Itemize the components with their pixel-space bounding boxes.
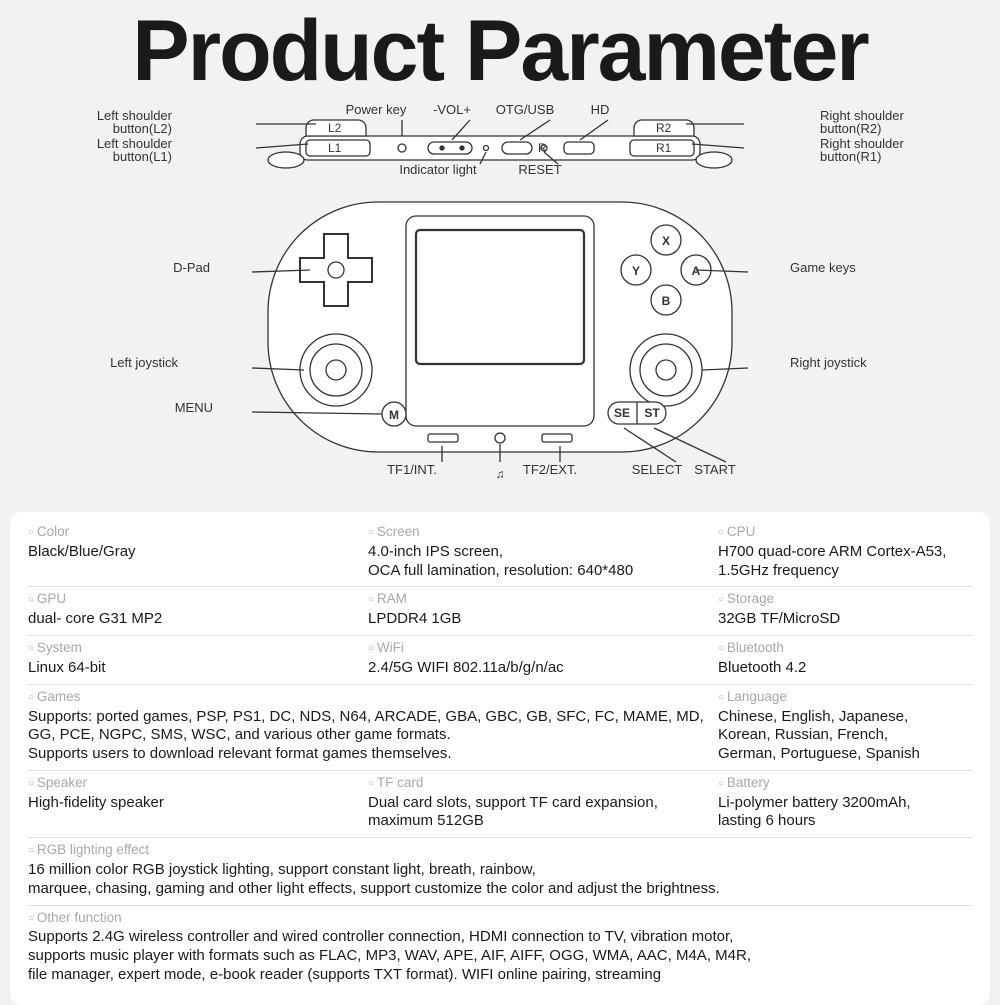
spec-cell: TF card Dual card slots, support TF card …	[368, 775, 718, 831]
spec-value: dual- core G31 MP2	[28, 610, 356, 629]
svg-text:D-Pad: D-Pad	[173, 260, 210, 275]
svg-text:button(L1): button(L1)	[113, 149, 172, 164]
svg-text:button(L2): button(L2)	[113, 121, 172, 136]
spec-value: Supports: ported games, PSP, PS1, DC, ND…	[28, 708, 706, 764]
svg-text:L1: L1	[328, 141, 342, 155]
svg-text:-VOL+: -VOL+	[433, 102, 471, 117]
svg-text:button(R2): button(R2)	[820, 121, 881, 136]
spec-value: 32GB TF/MicroSD	[718, 610, 960, 629]
svg-text:TF1/INT.: TF1/INT.	[387, 462, 437, 477]
spec-label: CPU	[718, 524, 960, 541]
product-diagram: L2 L1 R2 R1 R	[20, 102, 980, 512]
svg-text:M: M	[389, 408, 399, 422]
spec-cell: CPU H700 quad-core ARM Cortex-A53,1.5GHz …	[718, 524, 972, 580]
svg-text:MENU: MENU	[175, 400, 213, 415]
svg-text:Left joystick: Left joystick	[110, 355, 178, 370]
spec-cell: Language Chinese, English, Japanese,Korea…	[718, 689, 972, 764]
svg-text:ST: ST	[644, 406, 660, 420]
spec-cell: Other functionSupports 2.4G wireless con…	[28, 910, 972, 985]
spec-label: Language	[718, 689, 960, 706]
svg-text:Game keys: Game keys	[790, 260, 856, 275]
spec-label: Other function	[28, 910, 960, 927]
svg-text:L2: L2	[328, 121, 342, 135]
svg-text:button(R1): button(R1)	[820, 149, 881, 164]
spec-cell: Bluetooth Bluetooth 4.2	[718, 640, 972, 678]
svg-text:Y: Y	[632, 264, 640, 278]
spec-table: Color Black/Blue/Gray Screen 4.0-inch IPS s…	[10, 512, 990, 1005]
svg-text:Indicator light: Indicator light	[399, 162, 477, 177]
svg-text:RESET: RESET	[518, 162, 561, 177]
svg-text:Right joystick: Right joystick	[790, 355, 867, 370]
spec-cell: Games Supports: ported games, PSP, PS1, D…	[28, 689, 718, 764]
spec-label: WiFi	[368, 640, 706, 657]
spec-value: Chinese, English, Japanese,Korean, Russi…	[718, 708, 960, 764]
svg-text:A: A	[692, 264, 701, 278]
spec-cell: Speaker High-fidelity speaker	[28, 775, 368, 831]
spec-label: Storage	[718, 591, 960, 608]
svg-text:START: START	[694, 462, 735, 477]
svg-text:HD: HD	[591, 102, 610, 117]
svg-text:X: X	[662, 234, 670, 248]
spec-cell: Color Black/Blue/Gray	[28, 524, 368, 580]
spec-cell: RGB lighting effect 16 million color RGB …	[28, 842, 972, 898]
svg-text:Power key: Power key	[346, 102, 407, 117]
spec-cell: Battery Li-polymer battery 3200mAh,lastin…	[718, 775, 972, 831]
spec-value: H700 quad-core ARM Cortex-A53,1.5GHz fre…	[718, 543, 960, 581]
spec-label: Bluetooth	[718, 640, 960, 657]
spec-label: RGB lighting effect	[28, 842, 960, 859]
spec-label: Battery	[718, 775, 960, 792]
svg-text:♫: ♫	[496, 467, 505, 481]
spec-label: Screen	[368, 524, 706, 541]
svg-text:OTG/USB: OTG/USB	[496, 102, 555, 117]
page-title: Product Parameter	[0, 0, 1000, 94]
spec-label: Games	[28, 689, 706, 706]
spec-cell: WiFi 2.4/5G WIFI 802.11a/b/g/n/ac	[368, 640, 718, 678]
spec-value: 2.4/5G WIFI 802.11a/b/g/n/ac	[368, 659, 706, 678]
spec-label: Speaker	[28, 775, 356, 792]
spec-value: 4.0-inch IPS screen,OCA full lamination,…	[368, 543, 706, 581]
spec-value: Linux 64-bit	[28, 659, 356, 678]
spec-cell: Screen 4.0-inch IPS screen,OCA full lamin…	[368, 524, 718, 580]
spec-label: System	[28, 640, 356, 657]
spec-value: Black/Blue/Gray	[28, 543, 356, 562]
svg-text:R2: R2	[656, 121, 672, 135]
svg-text:B: B	[662, 294, 671, 308]
spec-cell: GPU dual- core G31 MP2	[28, 591, 368, 629]
svg-text:SE: SE	[614, 406, 630, 420]
spec-cell: RAM LPDDR4 1GB	[368, 591, 718, 629]
spec-value: Dual card slots, support TF card expansi…	[368, 794, 706, 832]
spec-label: Color	[28, 524, 356, 541]
spec-value: Bluetooth 4.2	[718, 659, 960, 678]
svg-text:TF2/EXT.: TF2/EXT.	[523, 462, 577, 477]
svg-text:SELECT: SELECT	[632, 462, 683, 477]
spec-cell: Storage 32GB TF/MicroSD	[718, 591, 972, 629]
spec-label: TF card	[368, 775, 706, 792]
spec-value: LPDDR4 1GB	[368, 610, 706, 629]
spec-value: 16 million color RGB joystick lighting, …	[28, 861, 960, 899]
spec-label: GPU	[28, 591, 356, 608]
spec-value: Li-polymer battery 3200mAh,lasting 6 hou…	[718, 794, 960, 832]
spec-cell: System Linux 64-bit	[28, 640, 368, 678]
svg-text:R1: R1	[656, 141, 672, 155]
spec-value: Supports 2.4G wireless controller and wi…	[28, 928, 960, 984]
spec-value: High-fidelity speaker	[28, 794, 356, 813]
spec-label: RAM	[368, 591, 706, 608]
